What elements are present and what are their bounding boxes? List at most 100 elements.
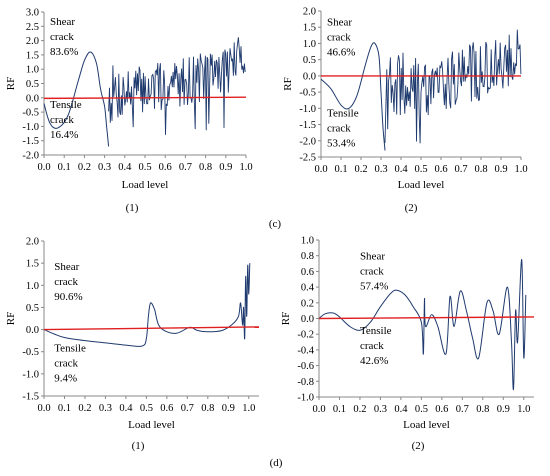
x-tick-label: 0.3	[374, 404, 387, 415]
row-label-d: (d)	[269, 457, 283, 469]
y-tick-label: 1.0	[301, 236, 314, 247]
sublabel-c1: (1)	[125, 202, 139, 214]
y-tick-label: 0.5	[26, 303, 39, 314]
chart-d1: 2.0 1.5 1.0 0.5 0.0 -0.5 -1.0 -1.5 0.0 0.1 0.2 0.3 0…	[0, 232, 275, 447]
x-tick-label: 0.5	[138, 162, 151, 173]
y-tick-label: 2.5	[26, 22, 39, 33]
x-tick-label: 0.7	[456, 404, 469, 415]
tensile-annotation: 53.4%	[327, 137, 355, 149]
y-tick-label: 3.0	[26, 8, 39, 19]
shear-annotation: crack	[327, 32, 351, 44]
y-tick-label: 0.6	[301, 267, 314, 278]
y-tick-label: -1.5	[22, 136, 39, 147]
x-tick-label: 1.0	[514, 164, 527, 175]
x-axis-label: Load level	[403, 419, 450, 431]
sublabel-d2: (2)	[411, 440, 425, 452]
x-tick-label: 0.5	[415, 404, 428, 415]
y-tick-label: -2.5	[299, 153, 316, 164]
y-tick-label: 2.0	[303, 7, 316, 18]
sublabel-d1: (1)	[131, 440, 145, 452]
shear-annotation: crack	[50, 31, 74, 43]
chart-c1-svg: 3.02.52.01.51.00.50.0-0.5-1.0-1.5-2.00.0…	[5, 8, 253, 192]
y-axis-label: RF	[5, 312, 17, 325]
x-tick-label: 0.1	[58, 162, 71, 173]
shear-annotation: 57.4%	[360, 281, 388, 293]
shear-annotation: Shear	[54, 261, 79, 273]
x-tick-label: 0.9	[494, 164, 507, 175]
x-tick-label: 0.9	[497, 404, 510, 415]
y-tick-label: -1.0	[22, 369, 39, 380]
x-tick-label: 0.2	[78, 403, 91, 414]
tensile-annotation: 42.6%	[360, 355, 388, 367]
x-tick-label: 0.5	[414, 164, 427, 175]
x-tick-label: 0.2	[78, 162, 91, 173]
rf-series-noisy	[384, 29, 522, 144]
x-tick-label: 0.3	[374, 164, 387, 175]
y-tick-label: 1.0	[26, 281, 39, 292]
x-tick-label: 1.0	[239, 162, 252, 173]
y-tick-label: -0.5	[299, 88, 316, 99]
y-tick-label: 1.0	[303, 39, 316, 50]
tensile-annotation: 16.4%	[50, 129, 78, 141]
y-tick-label: -1.0	[297, 393, 314, 404]
reference-line	[43, 96, 247, 100]
x-tick-label: 1.0	[517, 404, 530, 415]
tensile-annotation: Tensile	[327, 107, 359, 119]
x-tick-label: 0.1	[334, 164, 347, 175]
x-tick-label: 0.1	[333, 404, 346, 415]
row-label-c: (c)	[268, 218, 282, 230]
x-tick-label: 0.8	[476, 404, 489, 415]
y-tick-label: 0.5	[303, 55, 316, 66]
y-tick-label: -0.4	[297, 345, 314, 356]
x-tick-label: 0.0	[37, 403, 50, 414]
y-tick-label: -1.0	[299, 104, 316, 115]
chart-d2-svg: 1.00.80.60.40.20.0-0.2-0.4-0.6-0.8-1.00.…	[280, 236, 535, 431]
y-tick-label: -0.5	[22, 108, 39, 119]
rf-series-smooth	[43, 51, 110, 147]
y-axis-label: RF	[5, 77, 17, 90]
y-tick-label: 2.0	[26, 36, 39, 47]
x-tick-label: 0.6	[159, 162, 172, 173]
x-tick-label: 0.7	[181, 403, 194, 414]
y-tick-label: 1.5	[26, 50, 39, 61]
x-tick-label: 0.8	[201, 403, 214, 414]
y-tick-label: 1.5	[26, 259, 39, 270]
y-tick-label: 0.0	[26, 325, 39, 336]
y-axis-label: RF	[282, 77, 294, 90]
tensile-annotation: crack	[50, 114, 74, 126]
x-tick-label: 0.4	[118, 162, 132, 173]
x-tick-label: 0.1	[58, 403, 71, 414]
rf-series-smooth	[320, 42, 386, 151]
shear-annotation: 46.6%	[327, 47, 355, 59]
chart-c1: 3.0 2.5 2.0 1.5 1.0 0.5 0.0 -0.5 -1.0 -1.5 -2.0 0.0…	[0, 0, 275, 210]
y-tick-label: -1.5	[22, 392, 39, 403]
tensile-annotation: crack	[327, 122, 351, 134]
x-tick-label: 0.4	[119, 403, 133, 414]
x-tick-label: 0.0	[37, 162, 50, 173]
x-tick-label: 0.9	[222, 403, 235, 414]
x-axis-label: Load level	[122, 179, 169, 191]
shear-annotation: Shear	[50, 16, 75, 28]
y-tick-label: -2.0	[22, 151, 39, 162]
y-tick-label: 1.5	[303, 23, 316, 34]
y-tick-label: 0.5	[26, 79, 39, 90]
x-tick-label: 1.0	[242, 403, 255, 414]
shear-annotation: 90.6%	[54, 291, 82, 303]
shear-annotation: Shear	[327, 17, 352, 29]
y-tick-label: -0.2	[297, 330, 314, 341]
x-tick-label: 0.2	[353, 404, 366, 415]
y-tick-label: 0.0	[303, 71, 316, 82]
reference-line	[318, 316, 535, 320]
x-tick-label: 0.4	[394, 164, 408, 175]
x-tick-label: 0.2	[354, 164, 367, 175]
y-tick-label: 1.0	[26, 65, 39, 76]
y-tick-label: -0.6	[297, 361, 314, 372]
y-tick-label: 0.2	[301, 298, 314, 309]
shear-annotation: crack	[54, 276, 78, 288]
chart-c2-svg: 2.01.51.00.50.0-0.5-1.0-1.5-2.0-2.50.0 0.…	[282, 7, 528, 192]
x-tick-label: 0.7	[179, 162, 192, 173]
x-axis-label: Load level	[398, 179, 445, 191]
x-axis-label: Load level	[128, 419, 175, 431]
tensile-annotation: Tensile	[360, 325, 392, 337]
x-tick-label: 0.8	[474, 164, 487, 175]
